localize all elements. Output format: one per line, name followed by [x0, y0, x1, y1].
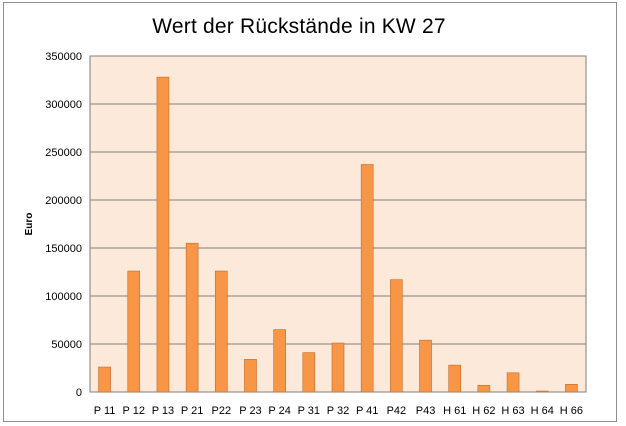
y-tick-labels: 0 50000 100000 150000 200000 250000 300000 3500…	[45, 51, 82, 399]
x-tick-label: P 23	[239, 405, 261, 417]
x-tick-label: P 24	[268, 405, 290, 417]
x-tick-label: P 12	[123, 405, 145, 417]
bar-p13	[156, 76, 170, 393]
x-tick-label: H 66	[560, 405, 583, 417]
bar-h61	[448, 364, 462, 393]
y-tick-label: 250000	[45, 147, 82, 159]
y-axis-label: Euro	[24, 213, 35, 236]
bar-p23	[244, 359, 257, 393]
bar-p41	[360, 164, 374, 393]
y-tick-label: 0	[76, 387, 82, 399]
x-tick-label: P 11	[94, 405, 116, 417]
bars	[98, 76, 578, 393]
x-tick-label: P43	[416, 405, 436, 417]
y-tick-label: 50000	[51, 339, 82, 351]
y-tick-label: 150000	[45, 243, 82, 255]
bar-p31	[302, 352, 316, 393]
x-tick-label: P 13	[152, 405, 174, 417]
plot-area	[89, 55, 587, 393]
x-tick-labels: P 11 P 12 P 13 P 21 P22 P 23 P 24 P 31 P 32 P 41 P…	[94, 405, 583, 417]
bar-p43	[419, 339, 432, 393]
x-tick-label: P42	[387, 405, 407, 417]
bar-p22	[214, 270, 228, 393]
bar-h62	[477, 384, 491, 393]
y-tick-label: 300000	[45, 99, 82, 111]
x-tick-label: P 32	[327, 405, 349, 417]
x-tick-label: P 21	[181, 405, 203, 417]
bar-p11	[98, 366, 111, 393]
bar-p42	[390, 279, 403, 393]
bar-p12	[127, 270, 141, 393]
gridlines	[90, 103, 586, 345]
bar-p32	[331, 342, 345, 393]
bar-h66	[565, 384, 578, 393]
x-tick-label: H 61	[443, 405, 466, 417]
bar-p24	[273, 329, 286, 393]
bar-h64	[535, 390, 549, 393]
y-tick-label: 100000	[45, 291, 82, 303]
y-tick-label: 200000	[45, 195, 82, 207]
x-tick-label: H 64	[531, 405, 554, 417]
bar-p21	[185, 242, 199, 393]
x-tick-label: P 31	[298, 405, 320, 417]
x-tick-label: P22	[212, 405, 232, 417]
x-tick-label: H 63	[501, 405, 524, 417]
x-tick-label: H 62	[472, 405, 495, 417]
chart-title: Wert der Rückstände in KW 27	[152, 15, 446, 38]
x-tick-label: P 41	[356, 405, 378, 417]
y-tick-label: 350000	[45, 51, 82, 63]
bar-h63	[506, 372, 520, 393]
